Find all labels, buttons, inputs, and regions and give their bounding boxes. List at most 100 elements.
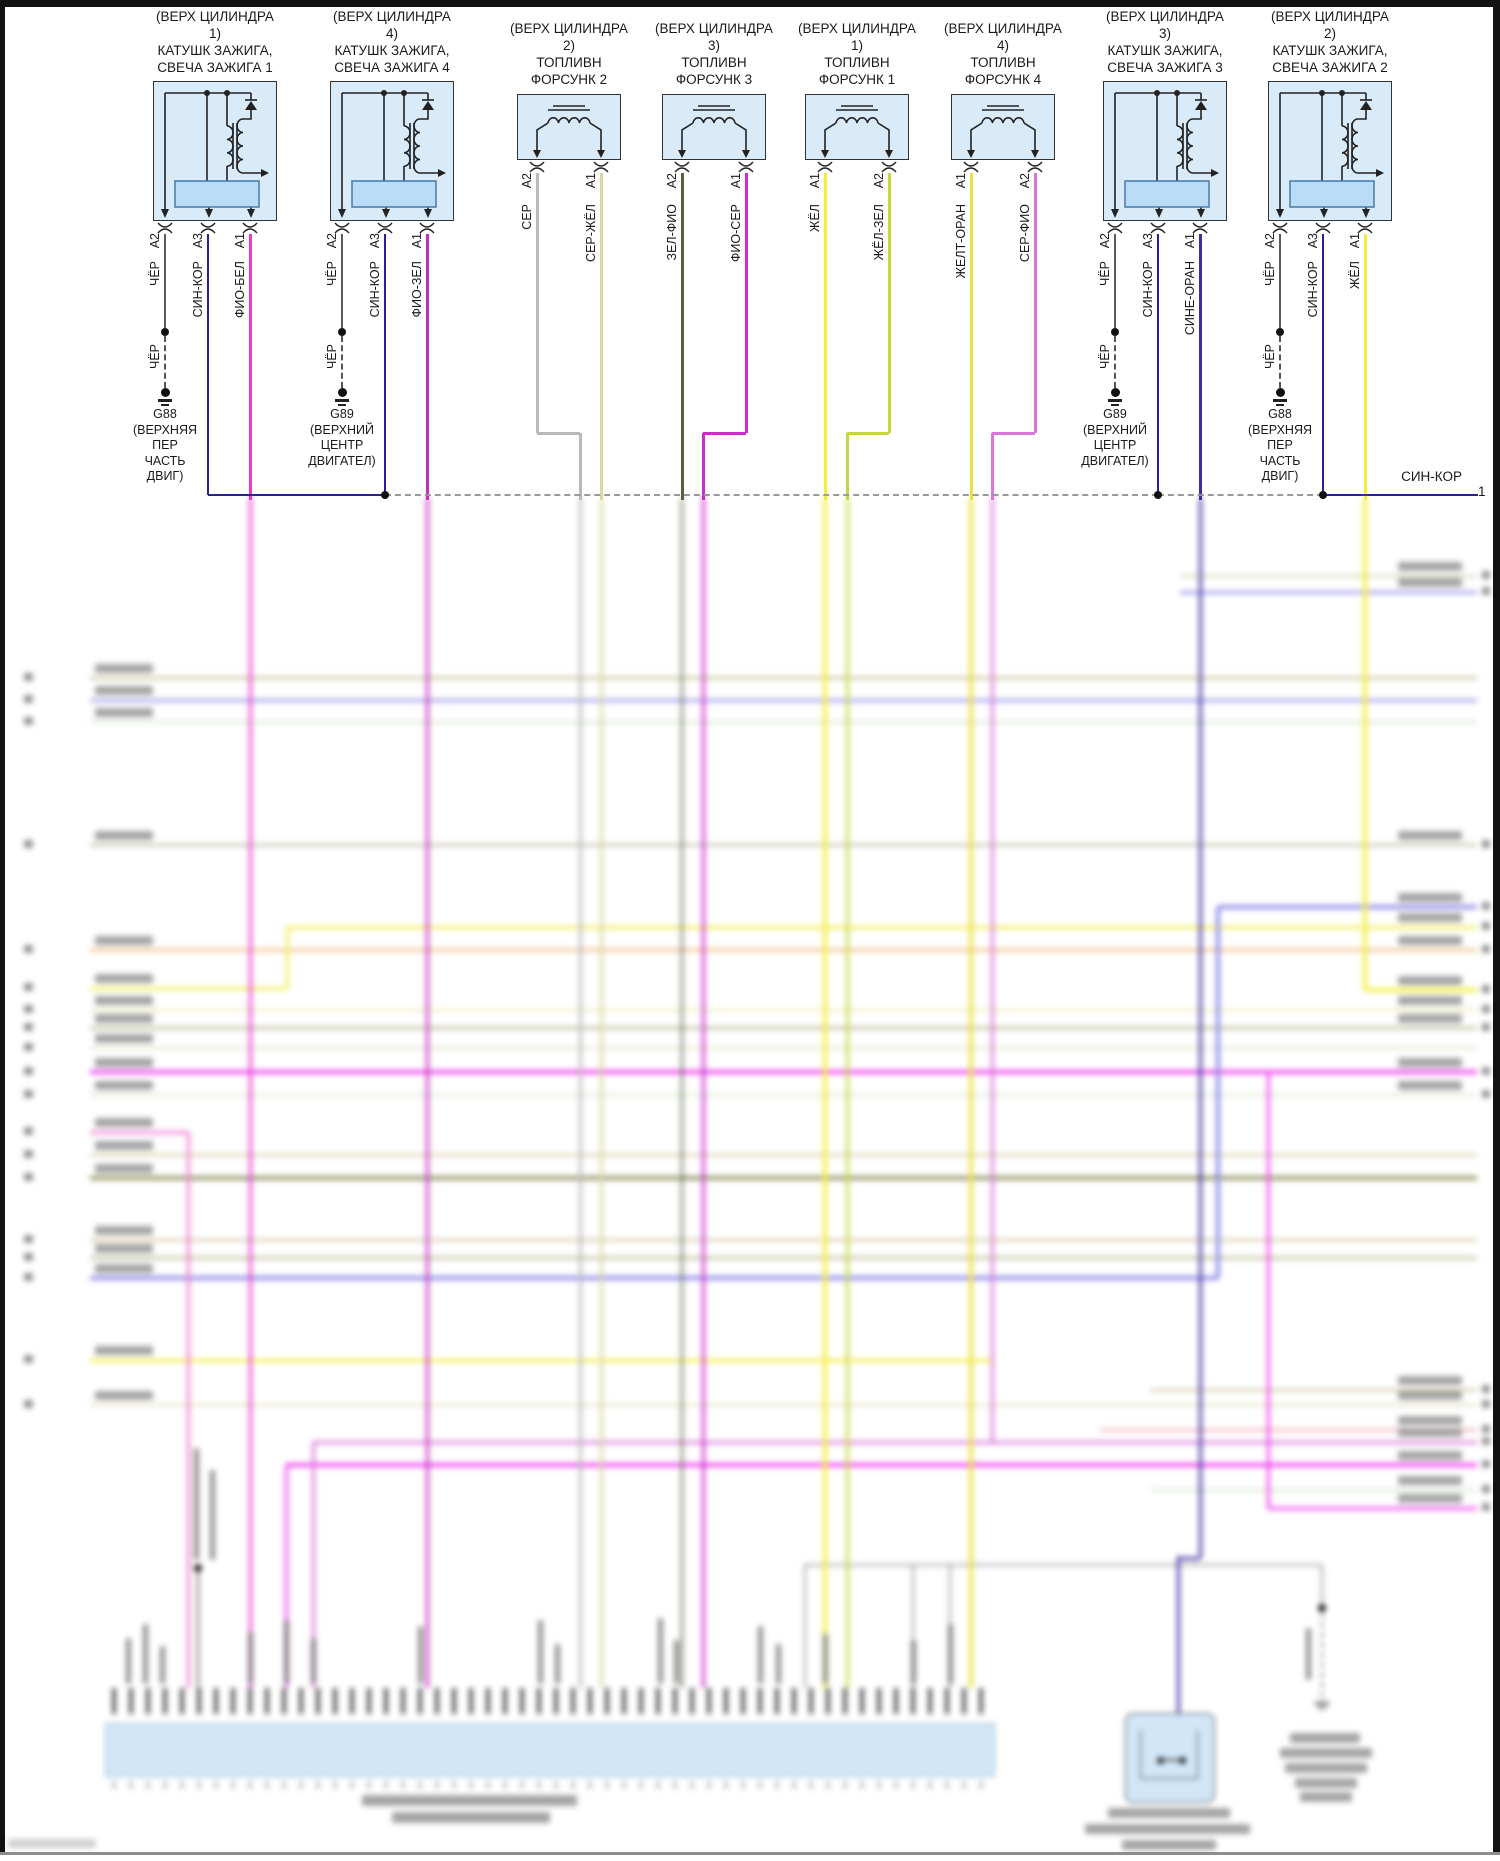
connector-pin-tick	[299, 1781, 302, 1789]
wire	[196, 1568, 200, 1688]
blurred-aux-caption	[1108, 1808, 1230, 1818]
blurred-aux-caption	[1085, 1824, 1250, 1834]
connector-pin	[809, 1688, 813, 1714]
wire	[208, 493, 385, 497]
connector-pin-tick	[129, 1781, 132, 1789]
ground-caption-line: ДВИГАТЕЛ)	[1081, 453, 1149, 468]
pin-connector-icon	[817, 160, 833, 173]
connector-pin	[520, 1688, 524, 1714]
pin-label: А2	[325, 233, 339, 249]
wire	[186, 1132, 190, 1688]
ground-caption-line: G88	[1268, 407, 1292, 421]
wire	[969, 498, 973, 1688]
pin-connector-icon	[419, 221, 435, 234]
connector-pin	[316, 1688, 320, 1714]
wire-color-label: ЖЁЛ	[808, 204, 822, 233]
injector-coil-symbol	[951, 94, 1055, 160]
connector-pin-tick	[928, 1781, 931, 1789]
blurred-row-number	[1482, 1005, 1490, 1013]
wire	[90, 948, 1477, 952]
page-border-left	[0, 0, 5, 1855]
wire	[1321, 234, 1325, 495]
wire	[701, 498, 705, 1688]
wire	[1033, 173, 1037, 433]
wire	[90, 676, 1477, 680]
pin-connector-icon	[674, 160, 690, 173]
blurred-row-number	[24, 1235, 33, 1243]
wire	[1198, 498, 1202, 1558]
blurred-wire-label	[1398, 1494, 1462, 1503]
component-title: (ВЕРХ ЦИЛИНДРА 3) КАТУШК ЗАЖИГА, СВЕЧА ЗАЖИ…	[1070, 8, 1260, 76]
wire	[1365, 988, 1477, 992]
component-title-line: ФОРСУНК 1	[818, 72, 896, 87]
pin-connector-icon	[377, 221, 393, 234]
wire	[847, 431, 889, 435]
pin-connector-icon	[738, 160, 754, 173]
fuel-injector-box	[662, 94, 766, 160]
component-title-line: ТОПЛИВН	[824, 55, 890, 70]
component-title: (ВЕРХ ЦИЛИНДРА 1) КАТУШК ЗАЖИГА, СВЕЧА ЗАЖИ…	[120, 8, 310, 76]
pin-label: А3	[368, 233, 382, 249]
connector-pin	[588, 1688, 592, 1714]
pin-connector-icon	[200, 221, 216, 234]
wire	[1323, 493, 1478, 497]
connector-pin	[945, 1688, 949, 1714]
connector-pin	[928, 1688, 932, 1714]
ground-symbol	[1318, 1706, 1326, 1709]
component-title-line: (ВЕРХ ЦИЛИНДРА	[1271, 9, 1389, 24]
connector-pin-tick	[214, 1781, 217, 1789]
pin-label: А3	[1306, 233, 1320, 249]
injector-coil-symbol	[517, 94, 621, 160]
component-title-line: 3)	[1158, 26, 1171, 41]
component-title-line: 4)	[996, 38, 1009, 53]
wire-color-label: ЧЁР	[1098, 261, 1112, 287]
fuel-injector-box	[951, 94, 1055, 160]
wire	[90, 1403, 1477, 1407]
blurred-row-number	[24, 1273, 33, 1281]
wire	[1176, 1556, 1180, 1736]
junction-dot	[1110, 387, 1120, 397]
blurred-wire-label	[95, 1244, 153, 1253]
ground-caption: G89 (ВЕРХНИЙ ЦЕНТР ДВИГАТЕЛ)	[280, 407, 404, 469]
blurred-row-number	[1482, 1503, 1490, 1511]
component-title-line: 2)	[1323, 26, 1336, 41]
pin-label: А2	[1098, 233, 1112, 249]
connector-pin	[605, 1688, 609, 1714]
blurred-row-number	[1482, 587, 1490, 595]
connector-pin	[741, 1688, 745, 1714]
blurred-pin-label	[248, 1632, 253, 1684]
wire	[248, 234, 252, 500]
pin-connector-icon	[1150, 221, 1166, 234]
wire	[90, 986, 287, 990]
wire-color-label: СИН-КОР	[1306, 261, 1320, 318]
ground-jumper-wire	[1113, 336, 1116, 388]
component-title-line: (ВЕРХ ЦИЛИНДРА	[333, 9, 451, 24]
blurred-ground-caption	[1300, 1792, 1352, 1802]
connector-pin-tick	[418, 1781, 421, 1789]
blurred-wire-label	[95, 1034, 153, 1043]
ground-wire-label: ЧЁР	[1263, 344, 1277, 370]
pin-label: А1	[808, 173, 822, 189]
blurred-pin-label	[143, 1624, 148, 1684]
component-title-line: 2)	[562, 38, 575, 53]
wire	[383, 234, 387, 495]
component-title-line: КАТУШК ЗАЖИГА,	[334, 43, 450, 58]
ground-symbol	[158, 399, 172, 402]
wire-color-label: СЕР-ФИО	[1018, 204, 1032, 263]
connector-pin-tick	[809, 1781, 812, 1789]
blurred-pin-label	[210, 1470, 215, 1560]
connector-pin	[146, 1688, 150, 1714]
connector-pin-tick	[571, 1781, 574, 1789]
pin-label: А2	[665, 173, 679, 189]
component-title-line: 1)	[208, 26, 221, 41]
ground-symbol	[1273, 399, 1287, 402]
connector-pin-tick	[316, 1781, 319, 1789]
blurred-row-number	[1482, 902, 1490, 910]
connector-pin-tick	[792, 1781, 795, 1789]
connector-pin	[758, 1688, 762, 1714]
ground-caption-line: G89	[330, 407, 354, 421]
component-title-line: ФОРСУНК 2	[530, 72, 608, 87]
pin-connector-icon	[881, 160, 897, 173]
connector-pin	[503, 1688, 507, 1714]
page-border-bottom	[0, 1852, 1500, 1855]
